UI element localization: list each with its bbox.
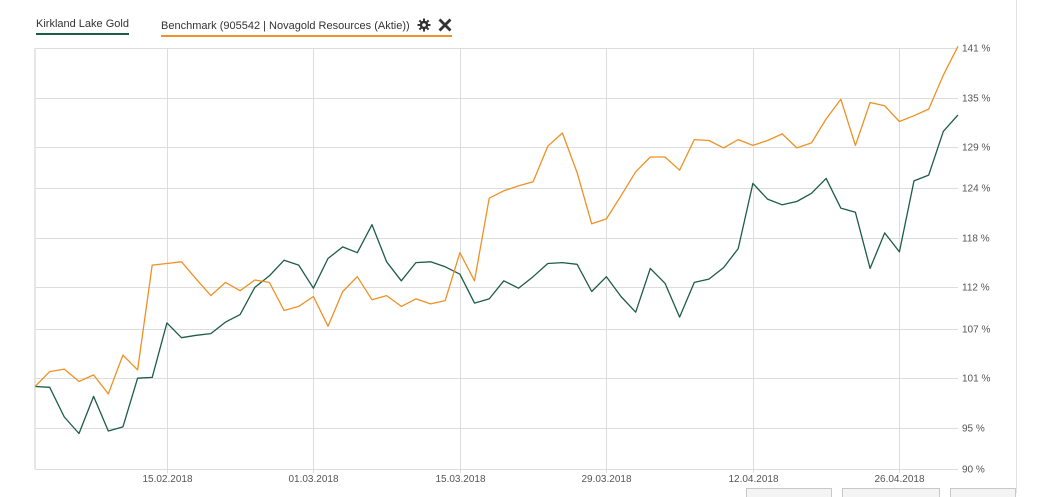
y-tick-label: 112 % [962, 283, 990, 294]
y-tick-label: 107 % [962, 325, 990, 336]
y-tick-label: 90 % [962, 465, 985, 476]
x-tick-label: 01.03.2018 [288, 474, 338, 485]
x-tick-label: 12.04.2018 [728, 474, 778, 485]
x-tick-label: 26.04.2018 [874, 474, 924, 485]
legend-item-benchmark[interactable]: Benchmark (905542 | Novagold Resources (… [161, 18, 452, 37]
y-tick-label: 95 % [962, 424, 985, 435]
x-tick-label: 29.03.2018 [581, 474, 631, 485]
chart-series [34, 46, 959, 435]
y-tick-label: 101 % [962, 374, 990, 385]
x-tick-label: 15.02.2018 [142, 474, 192, 485]
y-tick-label: 141 % [962, 44, 990, 55]
x-axis-labels: 15.02.2018 01.03.2018 15.03.2018 29.03.2018… [142, 474, 924, 485]
legend-label-kirkland: Kirkland Lake Gold [36, 18, 129, 30]
gear-icon[interactable] [417, 18, 431, 32]
y-tick-label: 118 % [962, 234, 990, 245]
y-tick-label: 129 % [962, 143, 990, 154]
series-line-benchmark [34, 46, 959, 395]
chart-grid [34, 48, 958, 473]
y-tick-label: 124 % [962, 184, 990, 195]
close-icon[interactable] [438, 18, 452, 32]
y-tick-label: 135 % [962, 94, 990, 105]
y-axis-labels: 141 % 135 % 129 % 124 % 118 % 112 % 107 % 101 %… [962, 44, 990, 476]
chart-frame-border [1016, 0, 1017, 493]
legend-label-benchmark: Benchmark (905542 | Novagold Resources (… [161, 20, 410, 32]
x-tick-label: 15.03.2018 [435, 474, 485, 485]
legend-item-kirkland[interactable]: Kirkland Lake Gold [36, 18, 129, 35]
series-line-kirkland [34, 114, 959, 435]
